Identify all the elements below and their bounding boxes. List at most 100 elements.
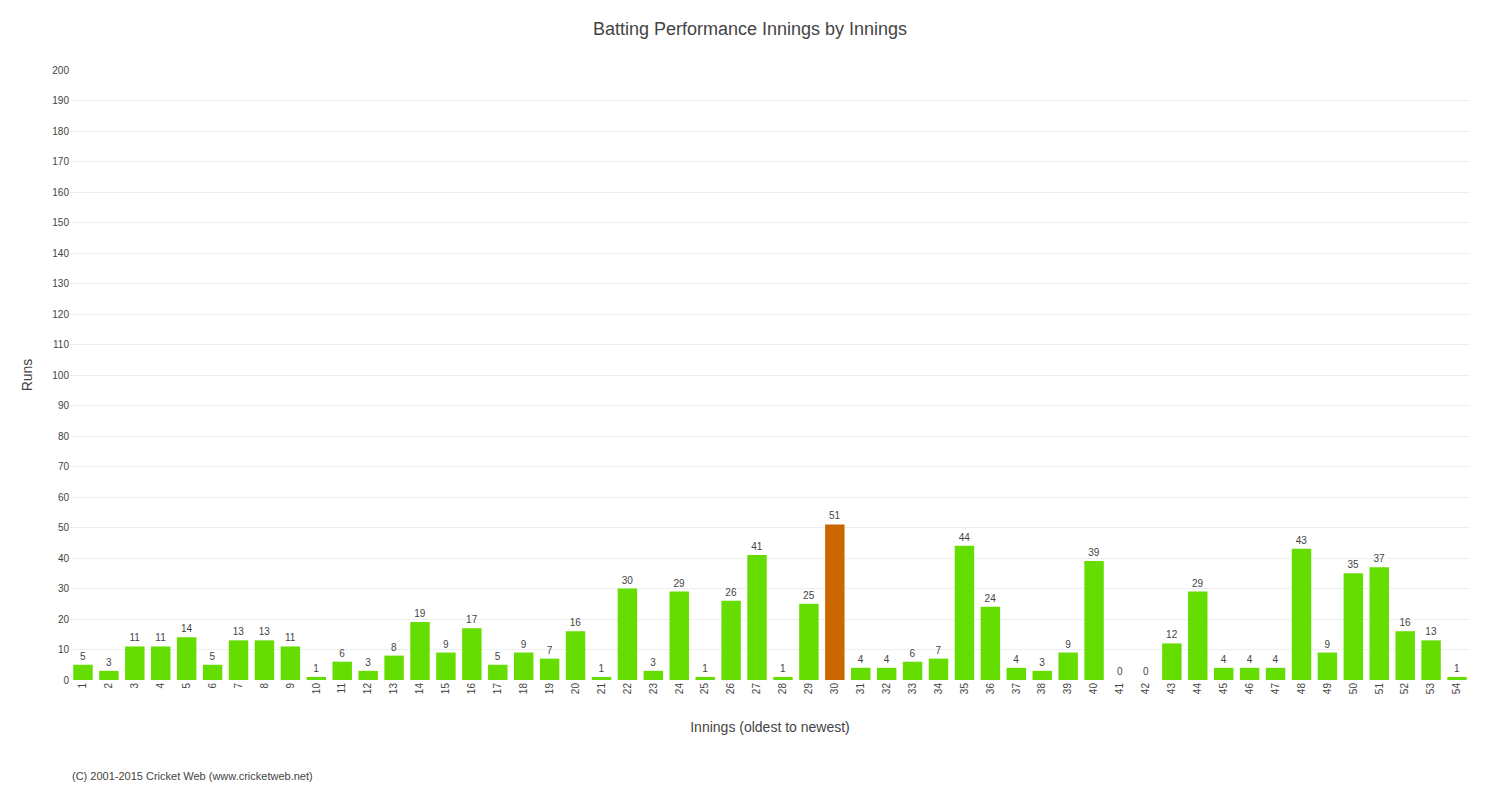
svg-text:4: 4 (884, 654, 890, 665)
svg-text:160: 160 (52, 187, 69, 198)
svg-text:28: 28 (777, 683, 788, 695)
svg-text:5: 5 (181, 683, 192, 689)
svg-text:18: 18 (518, 683, 529, 695)
svg-text:90: 90 (58, 400, 70, 411)
svg-text:41: 41 (1114, 683, 1125, 695)
svg-text:23: 23 (648, 683, 659, 695)
svg-text:48: 48 (1296, 683, 1307, 695)
svg-text:8: 8 (391, 642, 397, 653)
svg-text:60: 60 (58, 492, 70, 503)
svg-text:1: 1 (780, 663, 786, 674)
svg-text:70: 70 (58, 461, 70, 472)
svg-text:36: 36 (985, 683, 996, 695)
svg-text:6: 6 (339, 648, 345, 659)
svg-text:11: 11 (129, 632, 140, 643)
svg-text:9: 9 (1324, 639, 1330, 650)
svg-text:21: 21 (596, 683, 607, 695)
svg-text:39: 39 (1062, 683, 1073, 695)
svg-text:110: 110 (53, 339, 69, 350)
svg-text:Runs: Runs (19, 359, 35, 392)
svg-text:7: 7 (233, 683, 244, 689)
svg-text:10: 10 (58, 644, 70, 655)
svg-text:190: 190 (52, 95, 69, 106)
svg-text:44: 44 (1192, 683, 1203, 695)
svg-text:47: 47 (1270, 683, 1281, 695)
svg-text:42: 42 (1140, 683, 1151, 695)
svg-text:8: 8 (259, 683, 270, 689)
svg-text:3: 3 (106, 657, 112, 668)
svg-text:9: 9 (521, 639, 527, 650)
svg-text:26: 26 (725, 683, 736, 695)
svg-text:1: 1 (1454, 663, 1460, 674)
svg-text:33: 33 (907, 683, 918, 695)
svg-text:100: 100 (52, 370, 69, 381)
svg-text:1: 1 (313, 663, 319, 674)
svg-text:80: 80 (58, 431, 70, 442)
svg-text:29: 29 (803, 683, 814, 695)
svg-text:25: 25 (803, 590, 815, 601)
svg-text:120: 120 (52, 309, 69, 320)
svg-text:50: 50 (58, 522, 70, 533)
svg-text:130: 130 (52, 278, 69, 289)
svg-text:30: 30 (58, 583, 70, 594)
svg-text:19: 19 (414, 608, 426, 619)
svg-text:4: 4 (1247, 654, 1253, 665)
svg-text:Innings (oldest to newest): Innings (oldest to newest) (690, 719, 850, 735)
svg-text:5: 5 (210, 651, 216, 662)
svg-text:9: 9 (285, 683, 296, 689)
svg-text:38: 38 (1036, 683, 1047, 695)
svg-text:30: 30 (622, 575, 634, 586)
svg-text:11: 11 (285, 632, 296, 643)
svg-text:17: 17 (466, 614, 478, 625)
svg-text:17: 17 (492, 683, 503, 695)
svg-text:13: 13 (1425, 626, 1437, 637)
svg-text:24: 24 (674, 683, 685, 695)
svg-text:4: 4 (155, 683, 166, 689)
svg-text:9: 9 (443, 639, 449, 650)
svg-text:14: 14 (414, 683, 425, 695)
svg-text:37: 37 (1011, 683, 1022, 695)
svg-text:6: 6 (910, 648, 916, 659)
svg-text:6: 6 (207, 683, 218, 689)
svg-text:50: 50 (1348, 683, 1359, 695)
svg-text:13: 13 (233, 626, 245, 637)
svg-text:40: 40 (58, 553, 70, 564)
svg-text:3: 3 (1039, 657, 1045, 668)
svg-text:200: 200 (52, 65, 69, 76)
svg-text:4: 4 (1273, 654, 1279, 665)
svg-text:31: 31 (855, 683, 866, 695)
svg-text:39: 39 (1088, 547, 1100, 558)
svg-text:4: 4 (1221, 654, 1227, 665)
svg-text:19: 19 (544, 683, 555, 695)
svg-text:29: 29 (673, 578, 685, 589)
svg-text:1: 1 (77, 683, 88, 689)
svg-text:3: 3 (129, 683, 140, 689)
svg-text:13: 13 (388, 683, 399, 695)
svg-text:22: 22 (622, 683, 633, 695)
svg-text:53: 53 (1425, 683, 1436, 695)
svg-text:7: 7 (547, 645, 553, 656)
svg-text:140: 140 (52, 248, 69, 259)
svg-text:46: 46 (1244, 683, 1255, 695)
svg-text:29: 29 (1192, 578, 1204, 589)
svg-text:15: 15 (440, 683, 451, 695)
svg-text:2: 2 (103, 683, 114, 689)
svg-text:10: 10 (311, 683, 322, 695)
svg-text:12: 12 (362, 683, 373, 695)
svg-text:51: 51 (829, 510, 841, 521)
svg-text:11: 11 (155, 632, 166, 643)
svg-text:34: 34 (933, 683, 944, 695)
svg-text:3: 3 (365, 657, 371, 668)
svg-text:52: 52 (1399, 683, 1410, 695)
svg-text:5: 5 (495, 651, 501, 662)
svg-text:32: 32 (881, 683, 892, 695)
svg-text:26: 26 (725, 587, 737, 598)
svg-text:0: 0 (1143, 666, 1149, 677)
svg-text:51: 51 (1374, 683, 1385, 695)
svg-text:44: 44 (959, 532, 971, 543)
svg-text:20: 20 (58, 614, 70, 625)
svg-text:45: 45 (1218, 683, 1229, 695)
svg-text:14: 14 (181, 623, 193, 634)
svg-text:40: 40 (1088, 683, 1099, 695)
svg-text:27: 27 (751, 683, 762, 695)
